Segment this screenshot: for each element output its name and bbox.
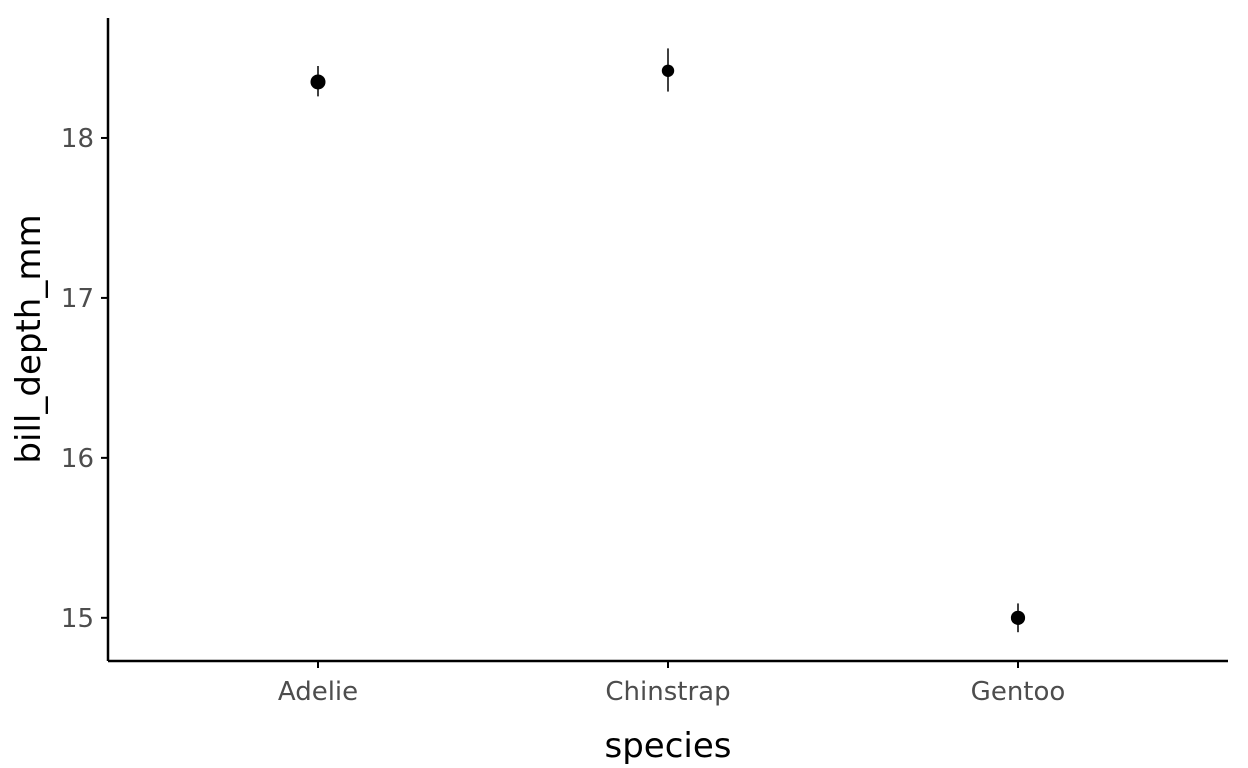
data-point [310, 74, 326, 90]
data-point [661, 64, 675, 77]
y-tick-label: 18 [61, 124, 94, 154]
plot-area [310, 48, 1026, 633]
y-tick-label: 16 [61, 444, 94, 474]
data-point [1010, 610, 1026, 625]
x-axis-title: species [605, 726, 732, 766]
y-tick-label: 17 [61, 284, 94, 314]
x-tick-label: Chinstrap [605, 677, 730, 707]
y-axis-ticks: 15 16 17 18 [61, 124, 108, 634]
x-tick-label: Gentoo [971, 677, 1066, 707]
y-tick-label: 15 [61, 604, 94, 634]
x-axis-ticks: Adelie Chinstrap Gentoo [278, 661, 1065, 707]
x-tick-label: Adelie [278, 677, 358, 707]
y-axis-title: bill_depth_mm [9, 214, 49, 463]
